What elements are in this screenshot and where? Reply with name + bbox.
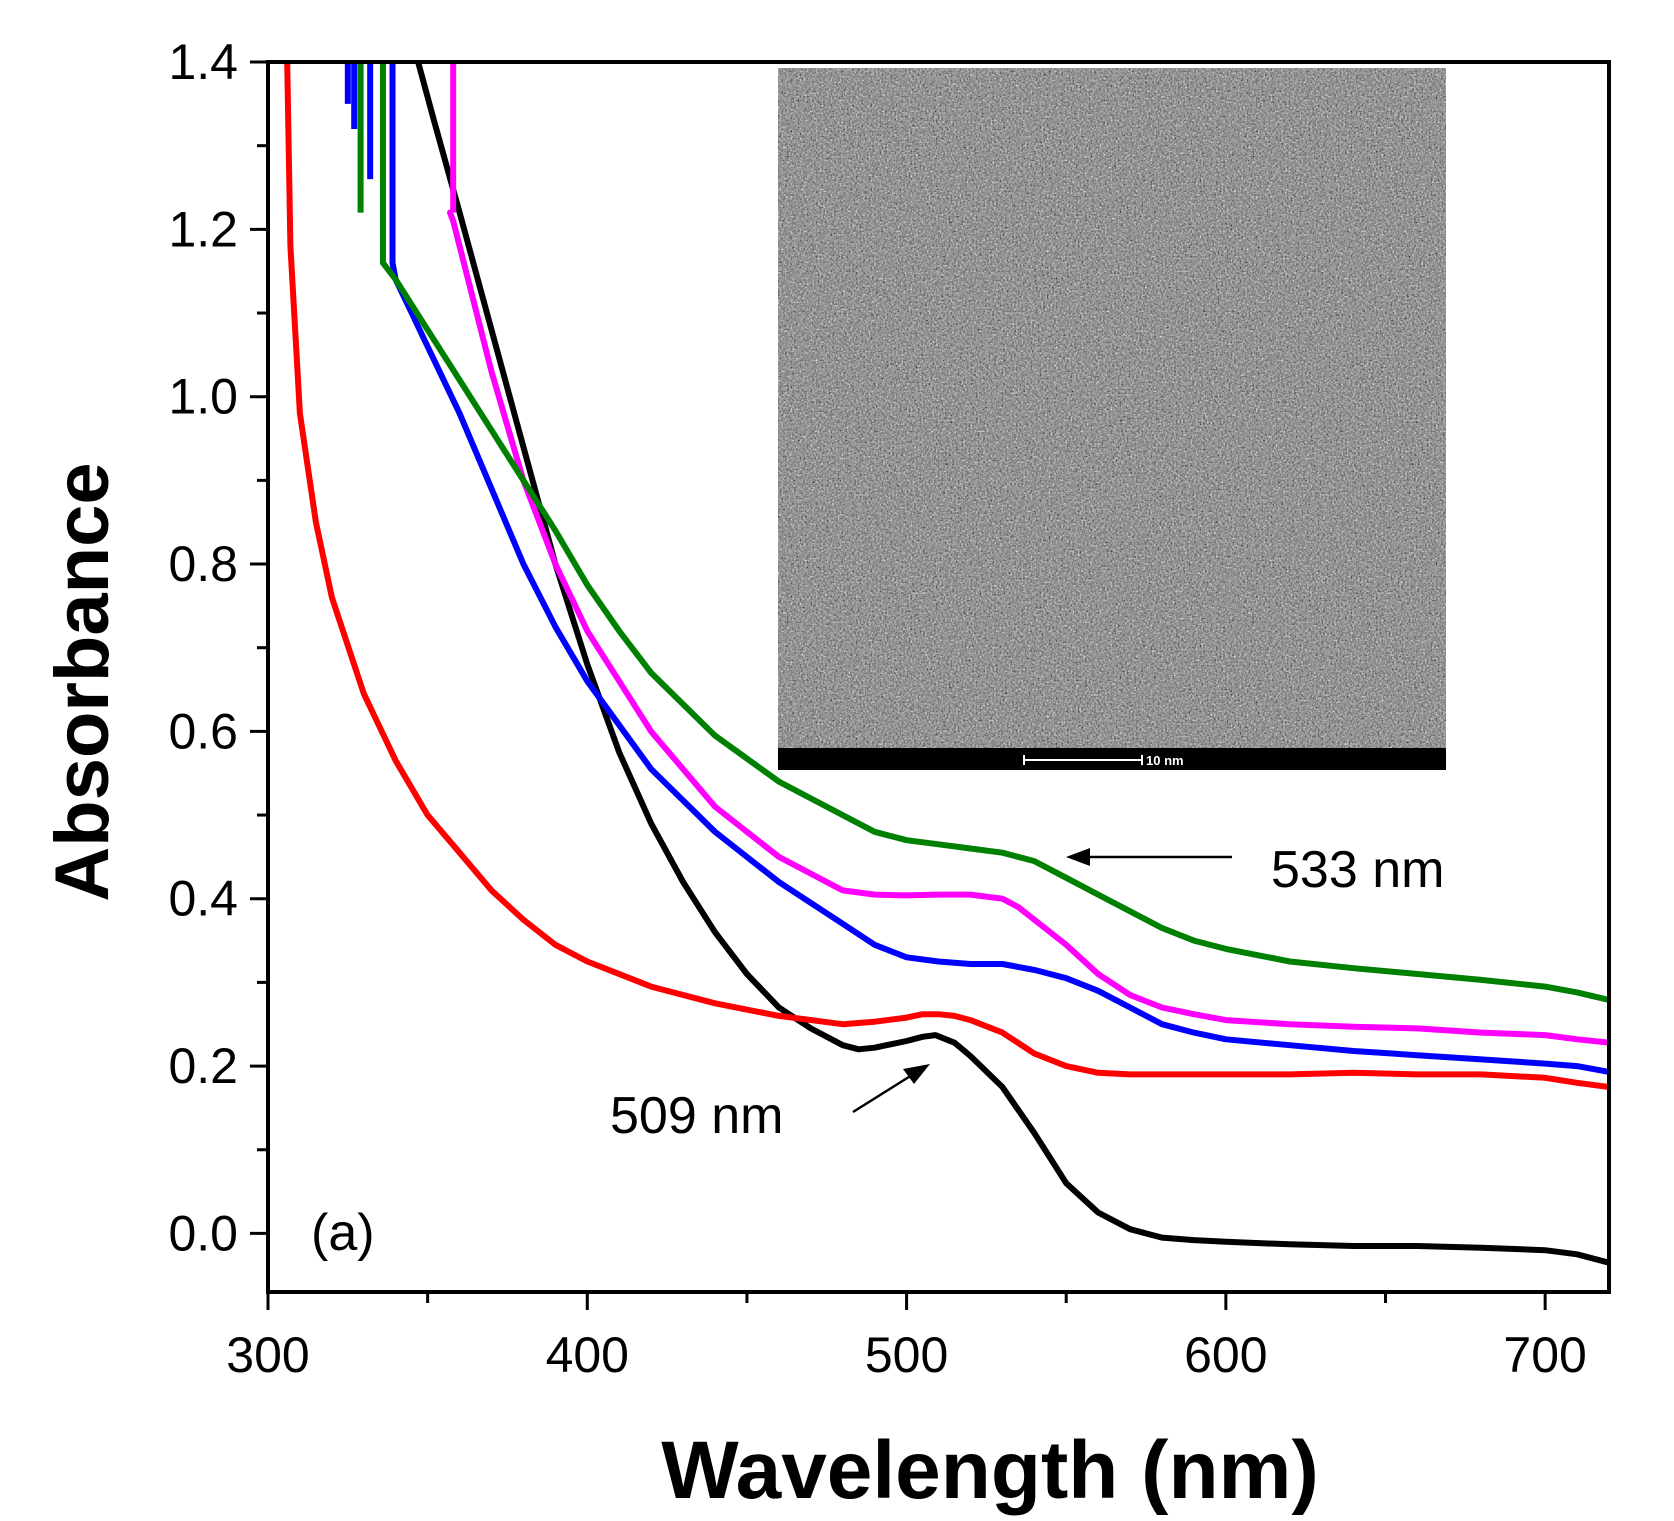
y-tick-label: 0.0 (168, 1205, 238, 1261)
y-tick-label: 0.6 (168, 703, 238, 759)
axis-ticks: 300 400 500 600 700 0.0 0.2 0.4 0.6 0.8 1.0 1.2 1.4 (168, 34, 1586, 1383)
plot-frame (266, 60, 1611, 1294)
y-tick-label: 1.0 (168, 369, 238, 425)
y-axis-title: Absorbance (40, 462, 125, 901)
series-line-4 (447, 209, 1609, 1046)
annotation-533-label: 533 nm (1271, 841, 1444, 899)
series-line-1 (415, 62, 1609, 1266)
series-line-2 (284, 62, 1609, 1090)
tem-inset: 10 nm (778, 68, 1446, 770)
data-series (284, 62, 1609, 1266)
series-line-5 (379, 259, 1609, 1003)
annotation-509: 509 nm (610, 1064, 930, 1145)
annotation-509-label: 509 nm (610, 1087, 783, 1145)
annotation-509-arrow (852, 1073, 913, 1114)
x-tick-label: 500 (865, 1327, 948, 1383)
panel-label: (a) (311, 1204, 375, 1262)
x-tick-label: 400 (546, 1327, 629, 1383)
x-axis-title: Wavelength (nm) (661, 1425, 1319, 1516)
y-tick-label: 1.4 (168, 34, 238, 90)
x-tick-label: 600 (1184, 1327, 1267, 1383)
annotation-533: 533 nm (1066, 841, 1444, 899)
x-tick-label: 300 (226, 1327, 309, 1383)
series-line-3 (389, 259, 1609, 1075)
y-tick-label: 0.4 (168, 871, 238, 927)
y-tick-label: 0.8 (168, 536, 238, 592)
scale-bar-label: 10 nm (1146, 753, 1184, 768)
y-tick-label: 1.2 (168, 201, 238, 257)
tem-image (778, 68, 1446, 748)
y-tick-label: 0.2 (168, 1038, 238, 1094)
x-tick-label: 700 (1503, 1327, 1586, 1383)
